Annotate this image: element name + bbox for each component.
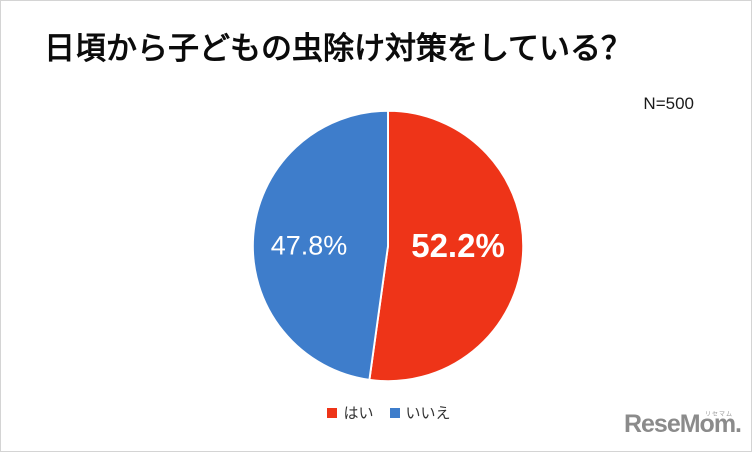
resemom-logo: リセマム ReseMom. — [623, 410, 742, 438]
pie-label-no: 47.8% — [270, 230, 348, 261]
pie-slice-yes — [368, 109, 525, 383]
legend-item-yes: はい — [327, 402, 374, 423]
chart-legend: はい いいえ — [14, 402, 751, 423]
resemom-logo-ruby: リセマム — [704, 412, 733, 418]
legend-swatch-yes-icon — [327, 407, 338, 418]
legend-label-no: いいえ — [405, 405, 451, 422]
resemom-logo-wordmark: ReseMom. — [623, 410, 742, 438]
sample-size-label: N=500 — [643, 94, 694, 113]
chart-title: 日頃から子どもの虫除け対策をしている？ — [43, 31, 633, 66]
legend-swatch-no-icon — [389, 407, 400, 418]
pie-chart-svg — [251, 109, 525, 383]
pie-chart — [248, 106, 528, 386]
pie-label-yes: 52.2% — [411, 227, 505, 264]
pie-slice-no — [251, 109, 389, 381]
legend-item-no: いいえ — [389, 402, 451, 423]
legend-label-yes: はい — [343, 405, 374, 422]
